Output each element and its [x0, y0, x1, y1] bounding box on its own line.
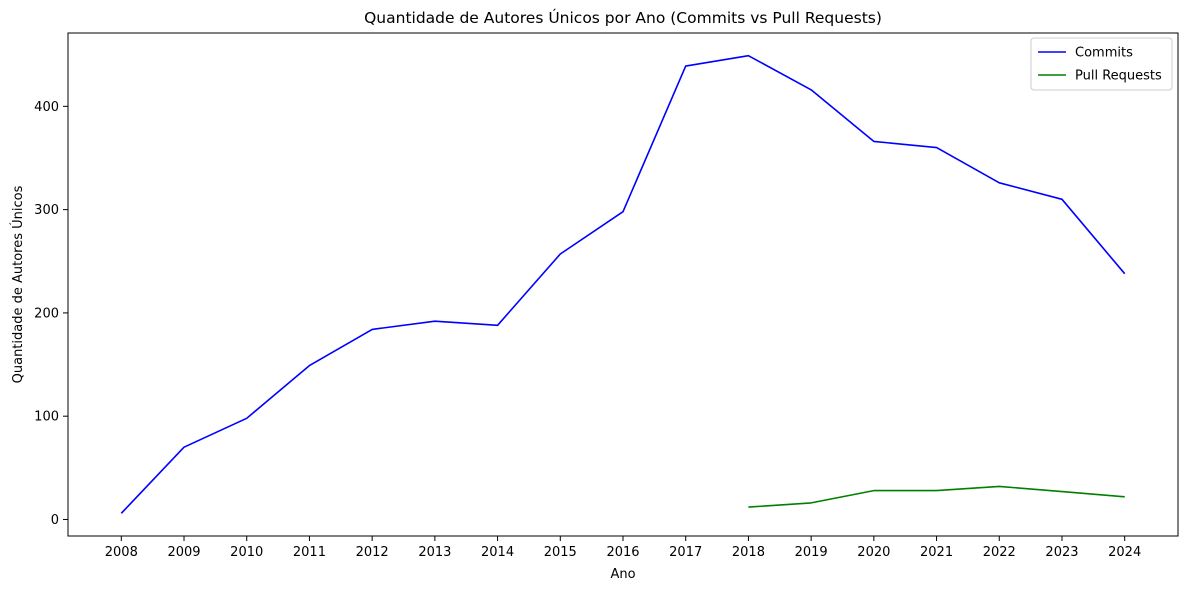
x-tick-label: 2015: [544, 545, 577, 560]
x-tick-label: 2022: [983, 545, 1016, 560]
legend: Commits Pull Requests: [1030, 37, 1173, 91]
legend-box: [1030, 37, 1173, 91]
y-tick-label: 200: [34, 306, 59, 321]
legend-label-pull-requests: Pull Requests: [1075, 69, 1162, 84]
x-tick-label: 2017: [669, 545, 702, 560]
x-tick-label: 2020: [857, 545, 890, 560]
y-tick-label: 300: [34, 203, 59, 218]
y-tick-label: 100: [34, 410, 59, 425]
x-tick-label: 2021: [920, 545, 953, 560]
x-tick-label: 2010: [230, 545, 263, 560]
x-tick-label: 2016: [606, 545, 639, 560]
chart-title: Quantidade de Autores Únicos por Ano (Co…: [364, 8, 882, 27]
y-tick-label: 0: [51, 513, 59, 528]
series-line-pull-requests: [748, 485, 1125, 508]
x-tick-label: 2008: [105, 545, 138, 560]
x-tick-label: 2019: [795, 545, 828, 560]
x-tick-label: 2018: [732, 545, 765, 560]
y-axis-title: Quantidade de Autores Únicos: [10, 185, 26, 383]
series-line-commits: [120, 54, 1126, 514]
legend-label-commits: Commits: [1075, 46, 1133, 61]
x-axis-title: Ano: [610, 567, 635, 582]
x-tick-label: 2012: [356, 545, 389, 560]
x-tick-label: 2013: [418, 545, 451, 560]
x-tick-label: 2014: [481, 545, 514, 560]
y-tick-label: 400: [34, 100, 59, 115]
plot-frame: [67, 32, 1179, 537]
x-tick-label: 2011: [293, 545, 326, 560]
x-tick-label: 2009: [167, 545, 200, 560]
x-tick-label: 2024: [1108, 545, 1141, 560]
x-tick-label: 2023: [1045, 545, 1078, 560]
